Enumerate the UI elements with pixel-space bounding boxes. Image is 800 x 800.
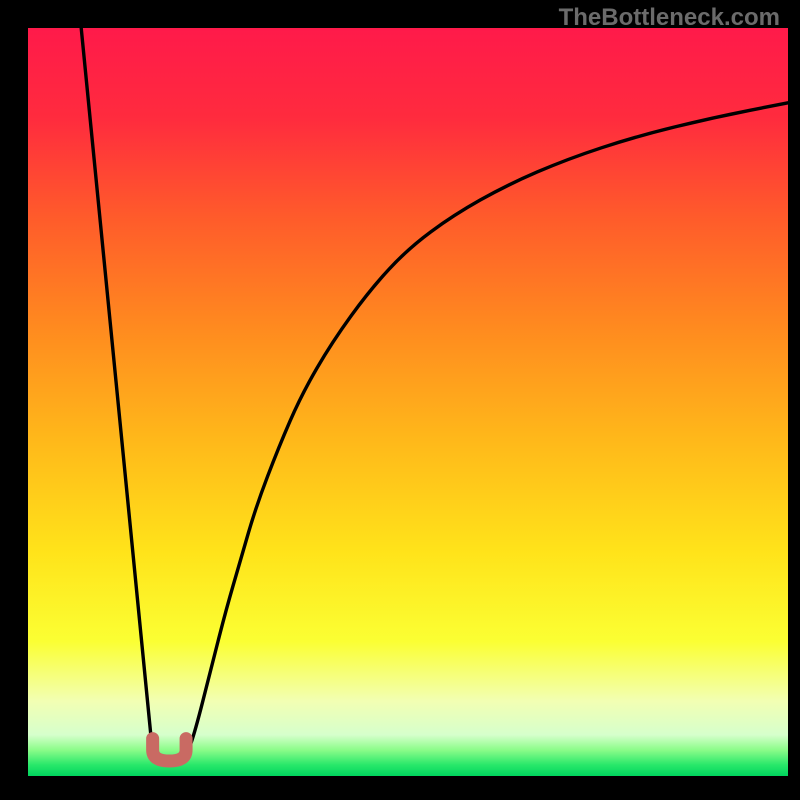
chart-container: TheBottleneck.com <box>0 0 800 800</box>
bottleneck-chart <box>0 0 800 800</box>
gradient-background <box>28 28 788 776</box>
watermark-text: TheBottleneck.com <box>559 4 780 32</box>
